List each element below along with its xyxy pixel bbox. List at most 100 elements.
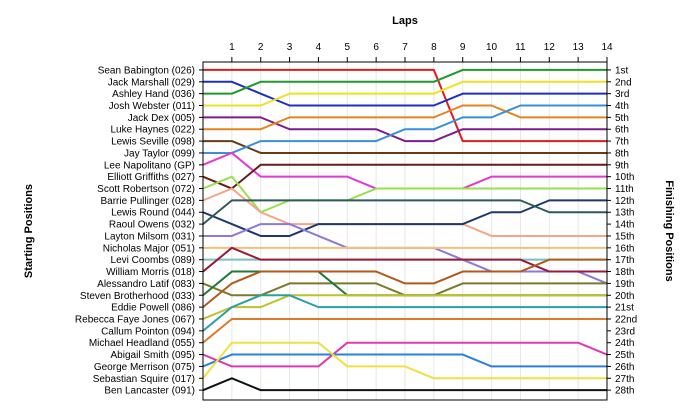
starting-position-label: Ashley Hand (036) (112, 89, 195, 100)
finishing-position-label: 26th (615, 362, 634, 373)
series-line (202, 246, 607, 273)
finishing-position-label: 2nd (615, 77, 632, 88)
finishing-position-label: 27th (615, 374, 634, 385)
series-line (202, 258, 607, 308)
finishing-position-label: 17th (615, 255, 634, 266)
series-line (202, 353, 607, 368)
lap-label: 11 (515, 42, 526, 53)
series-line (202, 317, 607, 344)
starting-position-label: Sebastian Squire (017) (93, 374, 195, 385)
starting-position-label: Scott Robertson (072) (97, 184, 195, 195)
starting-position-label: Callum Pointon (094) (101, 326, 195, 337)
starting-position-label: Alessandro Latif (083) (97, 279, 195, 290)
starting-position-label: Nicholas Major (051) (103, 243, 195, 254)
starting-position-label: Jack Marshall (029) (108, 77, 195, 88)
finishing-position-label: 9th (615, 160, 629, 171)
series-line (202, 175, 607, 214)
starting-position-label: Lee Napolitano (GP) (104, 160, 195, 171)
x-axis-title: Laps (392, 15, 418, 27)
finishing-position-label: 8th (615, 148, 629, 159)
finishing-position-label: 21st (615, 303, 634, 314)
lap-label: 13 (573, 42, 585, 53)
starting-position-label: Jay Taylor (099) (124, 148, 195, 159)
starting-position-label: Raoul Owens (032) (109, 220, 195, 231)
lap-label: 10 (486, 42, 498, 53)
lap-label: 1 (229, 42, 235, 53)
lap-label: 6 (373, 42, 379, 53)
finishing-position-label: 24th (615, 338, 634, 349)
lap-label: 8 (431, 42, 437, 53)
series-line (203, 80, 607, 107)
series-line (203, 116, 607, 143)
finishing-position-label: 1st (615, 65, 629, 76)
lap-label: 5 (345, 42, 351, 53)
lap-tick-labels: 1 2 3 4 5 6 7 8 9 10 11 12 13 14 (229, 42, 613, 62)
lap-label: 9 (460, 42, 466, 53)
starting-position-label: Sean Babington (026) (98, 65, 195, 76)
starting-position-label: George Merrison (075) (94, 362, 195, 373)
lap-label: 3 (287, 42, 293, 53)
starting-position-label: Layton Milsom (031) (104, 231, 195, 242)
finishing-position-label: 14th (615, 220, 634, 231)
starting-position-label: Levi Coombs (089) (111, 255, 195, 266)
series-line (203, 68, 607, 143)
series-line (202, 199, 607, 225)
finishing-position-label: 12th (615, 196, 634, 207)
y-axis-title-left: Starting Positions (23, 184, 35, 278)
finishing-position-label: 25th (615, 350, 634, 361)
starting-position-label: Ben Lancaster (091) (104, 386, 195, 397)
finishing-position-label: 6th (615, 125, 629, 136)
finishing-position-label: 16th (615, 243, 634, 254)
finishing-position-label: 3rd (615, 89, 629, 100)
y-axis-title-right: Finishing Positions (663, 180, 675, 281)
series-line (203, 140, 607, 154)
starting-position-label: Josh Webster (011) (109, 101, 195, 112)
series-line (202, 377, 607, 392)
series-lines (202, 68, 608, 392)
starting-position-labels: Sean Babington (026)Jack Marshall (029)A… (75, 65, 203, 397)
grid-lines (231, 62, 608, 400)
series-line (203, 104, 607, 154)
series-line (203, 68, 607, 95)
lap-label: 14 (601, 42, 613, 53)
finishing-position-labels: 1st2nd3rd4th5th6th7th8th9th10th11th12th1… (607, 65, 637, 397)
starting-position-label: Lewis Seville (098) (111, 137, 195, 148)
finishing-position-label: 23rd (615, 326, 635, 337)
finishing-position-label: 19th (615, 279, 634, 290)
lap-label: 2 (258, 42, 264, 53)
finishing-position-label: 15th (615, 231, 634, 242)
starting-position-label: Michael Headland (055) (89, 338, 195, 349)
finishing-position-label: 11th (615, 184, 634, 195)
starting-position-label: Luke Haynes (022) (111, 125, 196, 136)
starting-position-label: Barrie Pullinger (028) (101, 196, 196, 207)
finishing-position-label: 22nd (615, 314, 637, 325)
finishing-position-label: 10th (615, 172, 634, 183)
series-line (202, 163, 607, 190)
finishing-position-label: 28th (615, 386, 634, 397)
series-line (202, 341, 607, 380)
starting-position-label: Elliott Griffiths (027) (107, 172, 195, 183)
starting-position-label: Eddie Powell (086) (111, 303, 195, 314)
starting-position-label: Rebecca Faye Jones (067) (75, 314, 195, 325)
starting-position-label: Jack Dex (005) (128, 113, 195, 124)
lap-label: 4 (316, 42, 322, 53)
finishing-position-label: 18th (615, 267, 634, 278)
lap-label: 12 (544, 42, 556, 53)
lap-label: 7 (402, 42, 408, 53)
finishing-position-label: 20th (615, 291, 634, 302)
series-line (203, 104, 607, 131)
starting-position-label: Abigail Smith (095) (111, 350, 195, 361)
finishing-position-label: 4th (615, 101, 629, 112)
series-line (202, 294, 607, 332)
starting-position-label: Lewis Round (044) (111, 208, 195, 219)
series-line (203, 80, 607, 107)
series-line (202, 341, 608, 368)
starting-position-label: Steven Brotherhood (033) (80, 291, 195, 302)
finishing-position-label: 7th (615, 137, 629, 148)
series-line (202, 199, 607, 237)
starting-position-label: William Morris (018) (106, 267, 195, 278)
series-line (202, 294, 607, 320)
finishing-position-label: 13th (615, 208, 634, 219)
finishing-position-label: 5th (615, 113, 629, 124)
